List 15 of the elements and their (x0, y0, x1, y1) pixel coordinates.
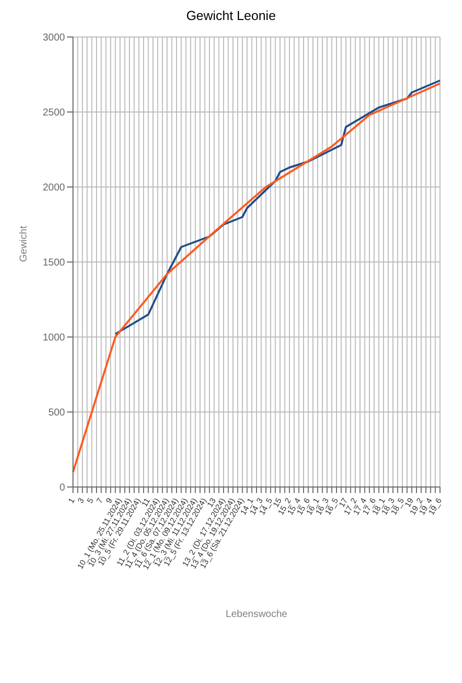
y-tick-label: 0 (59, 482, 66, 494)
chart-title: Gewicht Leonie (185, 8, 277, 23)
line-series (72, 82, 441, 473)
y-tick-label: 3000 (42, 32, 66, 44)
x-tick-label: 3 (76, 496, 86, 505)
x-tick-label: 1 (66, 496, 77, 505)
y-tick-label: 2000 (42, 182, 66, 194)
y-tick-label: 500 (48, 408, 66, 419)
line-series (114, 80, 441, 335)
y-tick-label: 1500 (42, 258, 66, 269)
x-axis-title: Lebenswoche (226, 609, 288, 620)
y-tick-label: 1000 (42, 332, 66, 344)
y-axis-title: Gewicht (18, 226, 30, 262)
x-tick-label: 5 (85, 496, 96, 505)
y-tick-label: 2500 (42, 108, 66, 119)
